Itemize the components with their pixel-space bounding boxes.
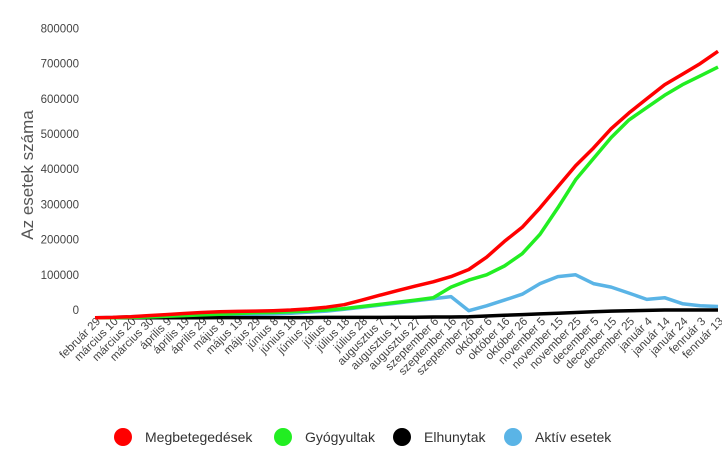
series-line-2	[95, 308, 718, 320]
legend-marker	[114, 428, 132, 446]
legend-label[interactable]: Aktív esetek	[535, 429, 612, 445]
y-tick-label: 800000	[41, 23, 79, 35]
series-line-1	[95, 65, 719, 320]
legend-label[interactable]: Elhunytak	[424, 429, 486, 445]
y-tick-label: 400000	[41, 164, 79, 176]
legend-label[interactable]: Megbetegedések	[145, 429, 253, 445]
legend-marker	[393, 428, 411, 446]
y-tick-label: 700000	[41, 59, 79, 71]
y-tick-label: 0	[73, 305, 79, 317]
y-axis: 0 100000 200000 300000 400000 500000 600000 700…	[41, 23, 79, 317]
series-line-0	[94, 49, 719, 320]
legend-label[interactable]: Gyógyultak	[305, 429, 376, 445]
legend-marker	[504, 428, 522, 446]
y-tick-label: 200000	[41, 235, 79, 247]
y-tick-label: 100000	[41, 270, 79, 282]
y-tick-label: 300000	[41, 199, 79, 211]
y-tick-label: 600000	[41, 94, 79, 106]
y-tick-label: 500000	[41, 129, 79, 141]
legend-marker	[274, 428, 292, 446]
y-axis-title: Az esetek száma	[18, 110, 37, 240]
legend: Megbetegedések Gyógyultak Elhunytak Aktív e…	[114, 428, 612, 446]
series-lines	[94, 49, 719, 320]
